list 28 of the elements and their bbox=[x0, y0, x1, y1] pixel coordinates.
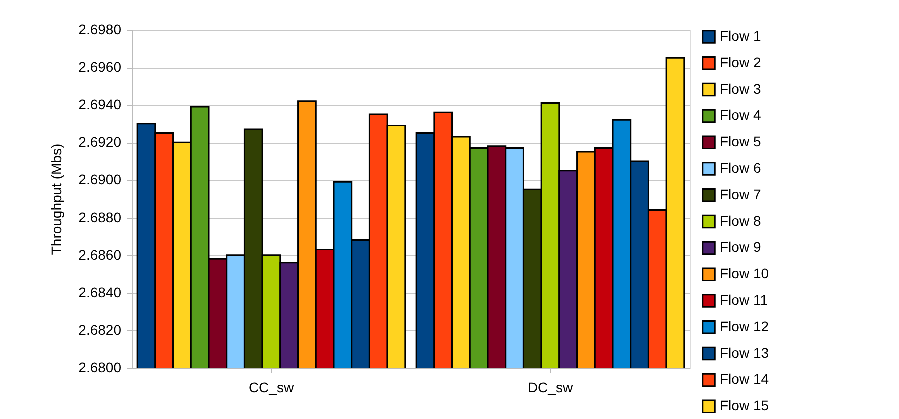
y-tick-label: 2.6900 bbox=[78, 172, 122, 188]
legend-label: Flow 9 bbox=[720, 239, 762, 256]
y-tick-label: 2.6960 bbox=[78, 59, 122, 76]
legend-label: Flow 13 bbox=[720, 344, 770, 361]
legend-label: Flow 2 bbox=[720, 54, 762, 70]
y-tick-label: 2.6920 bbox=[78, 134, 122, 150]
legend-label: Flow 6 bbox=[720, 160, 762, 176]
y-tick-label: 2.6940 bbox=[78, 96, 122, 113]
legend-label: Flow 1 bbox=[720, 28, 762, 44]
y-tick-label: 2.6800 bbox=[78, 360, 122, 376]
y-tick-label: 2.6820 bbox=[78, 322, 122, 338]
legend-label: Flow 15 bbox=[720, 398, 770, 414]
legend-label: Flow 3 bbox=[720, 80, 762, 97]
legend-label: Flow 4 bbox=[720, 107, 762, 124]
y-tick-label: 2.6880 bbox=[78, 209, 122, 226]
legend-label: Flow 14 bbox=[720, 371, 770, 388]
legend-label: Flow 11 bbox=[720, 292, 768, 308]
x-tick-label: CC_sw bbox=[248, 380, 295, 396]
legend-label: Flow 10 bbox=[720, 266, 770, 282]
x-tick-label: DC_sw bbox=[528, 380, 574, 396]
y-tick-label: 2.6840 bbox=[78, 284, 122, 300]
y-tick-label: 2.6980 bbox=[78, 22, 122, 38]
legend-label: Flow 8 bbox=[720, 212, 762, 229]
legend-label: Flow 5 bbox=[720, 134, 762, 150]
legend-label: Flow 12 bbox=[720, 318, 770, 334]
y-tick-label: 2.6860 bbox=[78, 246, 122, 263]
y-axis-title: Throughput (Mbs) bbox=[48, 144, 65, 256]
legend-label: Flow 7 bbox=[720, 186, 762, 202]
